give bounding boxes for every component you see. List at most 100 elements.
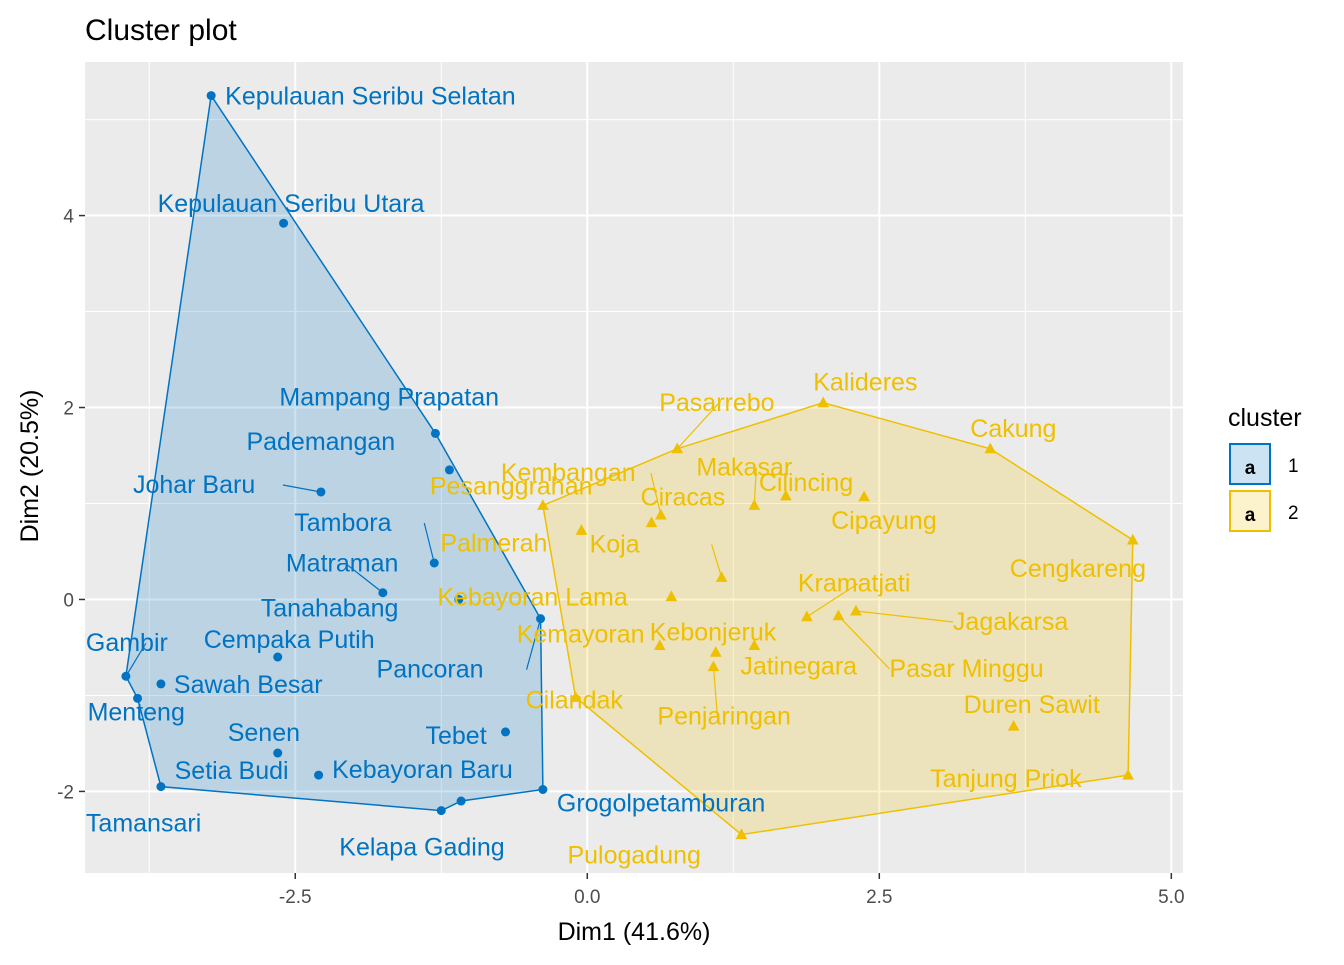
leader-line <box>125 642 147 677</box>
legend-label-2: 2 <box>1288 503 1299 524</box>
leader-line <box>753 467 757 506</box>
point-label: Senen <box>228 719 300 747</box>
leader-line-layer <box>125 402 954 717</box>
point-label: Tanahabang <box>261 594 399 622</box>
data-point-cluster-2 <box>575 524 588 535</box>
y-tick-label: 4 <box>63 207 74 228</box>
point-label: Kelapa Gading <box>339 834 504 862</box>
data-point-cluster-2 <box>735 828 748 840</box>
data-point-cluster-2 <box>715 571 728 582</box>
cluster-hull-1 <box>125 93 544 812</box>
data-point-cluster-2 <box>709 646 722 657</box>
point-label: Cakung <box>970 415 1056 443</box>
point-label: Sawah Besar <box>174 671 323 699</box>
leader-line <box>423 522 435 564</box>
data-point-cluster-1 <box>536 614 546 624</box>
point-label: Matraman <box>286 550 399 578</box>
leader-line <box>855 610 954 623</box>
data-point-cluster-1 <box>316 487 326 497</box>
point-label: Kepulauan Seribu Selatan <box>225 83 516 111</box>
data-point-cluster-2 <box>665 590 678 602</box>
leader-line <box>837 615 890 670</box>
data-point-cluster-2 <box>655 508 667 520</box>
point-label: Gambir <box>86 629 168 657</box>
x-tick-label: 0.0 <box>574 887 600 908</box>
leader-line <box>676 402 720 450</box>
point-label: Jagakarsa <box>953 608 1068 636</box>
point-label: Kalideres <box>813 369 917 397</box>
y-axis-title: Dim2 (20.5%) <box>16 390 44 543</box>
data-point-cluster-2 <box>537 499 549 510</box>
point-label: Kemayoran <box>517 621 645 649</box>
point-label: Pancoran <box>377 656 484 684</box>
point-label: Makasar <box>696 453 792 481</box>
point-label: Johar Baru <box>133 471 255 499</box>
data-point-cluster-1 <box>501 727 511 737</box>
x-tick-label: -2.5 <box>279 887 312 908</box>
y-tick-label: 0 <box>63 590 74 611</box>
chart-title: Cluster plot <box>85 14 237 47</box>
legend-key-1 <box>1229 443 1271 485</box>
data-point-cluster-1 <box>121 671 131 681</box>
point-label: Pademangan <box>246 428 395 456</box>
point-label: Setia Budi <box>175 757 289 785</box>
point-label: Kepulauan Seribu Utara <box>158 190 425 218</box>
point-label: Tamansari <box>86 810 201 838</box>
data-point-cluster-2 <box>748 499 761 510</box>
point-label: Pasarrebo <box>659 389 774 417</box>
point-label: Menteng <box>88 698 185 726</box>
legend-label-1: 1 <box>1288 456 1299 477</box>
data-point-cluster-1 <box>430 428 440 438</box>
data-point-cluster-2 <box>801 610 813 622</box>
legend: cluster a 1 a 2 <box>1228 404 1302 532</box>
data-point-cluster-1 <box>436 806 446 816</box>
leader-line <box>711 544 723 578</box>
data-point-cluster-2 <box>984 442 997 454</box>
point-label: Kebayoran Baru <box>332 756 513 784</box>
data-point-cluster-1 <box>156 679 166 689</box>
data-point-cluster-2 <box>780 489 792 501</box>
data-point-cluster-1 <box>156 782 166 792</box>
point-label: Mampang Prapatan <box>279 383 499 411</box>
data-point-cluster-2 <box>653 639 666 651</box>
point-label: Tebet <box>426 722 487 750</box>
point-label: Kebonjeruk <box>650 618 777 646</box>
leader-line <box>650 472 662 516</box>
data-point-cluster-1 <box>133 693 143 703</box>
y-tick-label: -2 <box>57 782 74 803</box>
leader-line <box>806 583 859 618</box>
data-point-cluster-2 <box>707 660 720 672</box>
point-label: Penjaringan <box>657 703 790 731</box>
point-label: Cempaka Putih <box>204 626 375 654</box>
point-label: Cilandak <box>526 686 624 714</box>
point-label: Jatinegara <box>740 653 857 681</box>
x-tick-label: 5.0 <box>1158 887 1184 908</box>
data-point-cluster-2 <box>569 691 582 702</box>
legend-title: cluster <box>1228 404 1302 432</box>
data-point-cluster-2 <box>832 609 845 621</box>
data-point-cluster-1 <box>206 91 216 101</box>
data-point-cluster-1 <box>273 748 283 758</box>
point-label: Ciracas <box>641 484 726 512</box>
data-point-cluster-2 <box>1007 719 1020 731</box>
point-label: Duren Sawit <box>964 691 1100 719</box>
x-axis-title: Dim1 (41.6%) <box>558 918 711 946</box>
data-point-cluster-1 <box>279 218 289 228</box>
data-point-cluster-2 <box>645 516 658 528</box>
leader-line <box>712 666 719 717</box>
data-point-cluster-2 <box>850 604 862 616</box>
point-layer <box>121 91 1139 840</box>
data-point-cluster-1 <box>273 652 283 662</box>
data-point-cluster-2 <box>1122 768 1134 780</box>
point-label: Cengkareng <box>1010 555 1146 583</box>
legend-glyph-2: a <box>1245 505 1256 526</box>
data-point-cluster-2 <box>817 396 830 408</box>
point-label: Palmerah <box>440 529 547 557</box>
data-point-cluster-1 <box>314 770 324 780</box>
point-label-layer: Kepulauan Seribu Selatan Kepulauan Seribu… <box>86 83 1146 870</box>
point-label: Tanjung Priok <box>930 765 1082 793</box>
point-label: Cipayung <box>831 507 937 535</box>
data-point-cluster-1 <box>429 558 439 568</box>
